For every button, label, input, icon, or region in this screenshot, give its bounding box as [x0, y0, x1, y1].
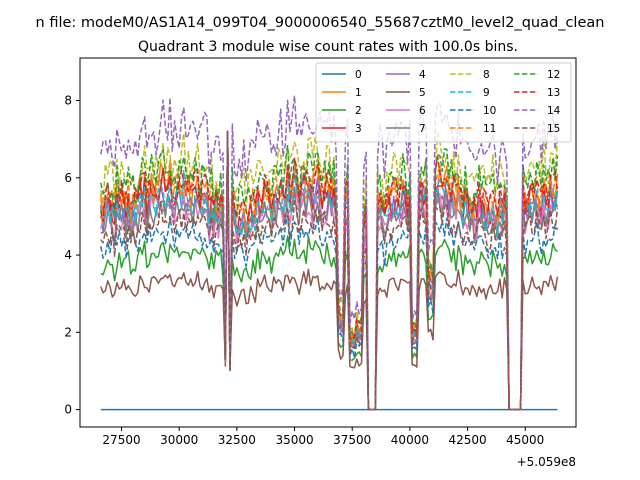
series-line-2 [100, 130, 558, 411]
legend-label-7: 7 [419, 123, 426, 135]
x-offset-label: +5.059e8 [517, 455, 576, 469]
x-tick-label: 42500 [448, 433, 486, 447]
series-line-13 [100, 130, 559, 411]
legend-label-4: 4 [419, 69, 426, 81]
legend-label-5: 5 [419, 87, 426, 99]
series-line-7 [100, 130, 559, 411]
legend-label-1: 1 [355, 87, 362, 99]
legend-label-3: 3 [355, 123, 362, 135]
x-tick-label: 30000 [160, 433, 198, 447]
legend-label-6: 6 [419, 105, 426, 117]
x-tick-label: 27500 [102, 433, 140, 447]
y-tick-label: 2 [64, 325, 72, 339]
axes: 27500 30000 32500 35000 37500 40000 42500 45000… [64, 94, 544, 447]
y-tick-label: 0 [64, 403, 72, 417]
y-tick-label: 4 [64, 248, 72, 262]
legend-box [315, 62, 572, 143]
legend-label-15: 15 [547, 123, 560, 135]
y-tick-label: 6 [64, 171, 72, 185]
legend-label-12: 12 [547, 69, 560, 81]
chart-title: Quadrant 3 module wise count rates with … [138, 39, 518, 55]
x-tick-label: 40000 [391, 433, 429, 447]
x-tick-label: 45000 [506, 433, 544, 447]
legend-label-14: 14 [547, 105, 561, 117]
legend-label-9: 9 [483, 87, 490, 99]
legend-label-11: 11 [483, 123, 496, 135]
legend-label-13: 13 [547, 87, 560, 99]
legend-label-10: 10 [483, 105, 496, 117]
legend-label-2: 2 [355, 105, 362, 117]
x-tick-label: 32500 [218, 433, 256, 447]
y-tick-label: 8 [64, 94, 72, 108]
series-line-5 [100, 130, 559, 411]
series-line-15 [100, 130, 559, 411]
series-line-10 [100, 130, 559, 411]
plot-frame [79, 57, 577, 428]
series-line-12 [100, 130, 559, 411]
x-tick-label: 35000 [275, 433, 313, 447]
legend-label-0: 0 [355, 69, 362, 81]
series-lines [100, 94, 559, 411]
series-line-8 [100, 130, 559, 411]
x-tick-label: 37500 [333, 433, 371, 447]
figure-suptitle: n file: modeM0/AS1A14_099T04_9000006540_… [36, 15, 605, 31]
legend-label-8: 8 [483, 69, 490, 81]
